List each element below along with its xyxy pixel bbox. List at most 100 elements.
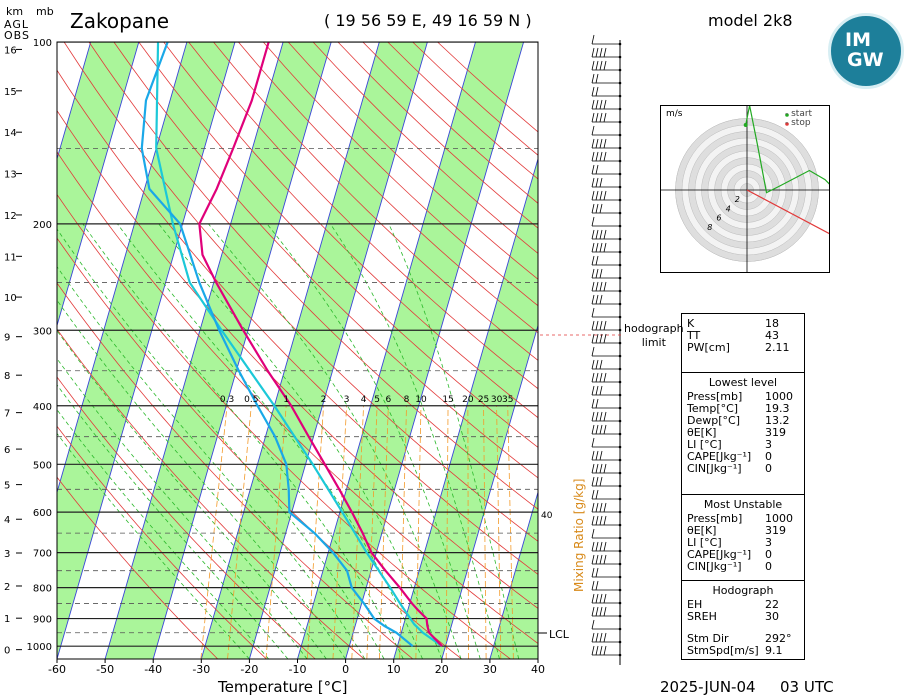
barb-feather: [591, 164, 595, 175]
dry-adiabat: [188, 42, 538, 390]
barb-feather: [595, 359, 599, 370]
barb-feather: [599, 385, 603, 396]
index-key: CIN[Jkg⁻¹]: [687, 560, 742, 573]
barb-feather: [591, 632, 595, 643]
barb-feather: [599, 593, 603, 604]
barb-feather: [595, 242, 599, 253]
pressure-tick-label: 200: [33, 220, 52, 231]
pressure-tick-label: 600: [33, 508, 52, 519]
barb-feather: [599, 190, 603, 201]
barb-feather: [599, 632, 603, 643]
barb-feather: [603, 229, 607, 240]
pressure-tick-label: 800: [33, 584, 52, 595]
x-tick-label: -60: [48, 663, 66, 676]
barb-node: [618, 341, 622, 345]
mixing-ratio-label: 3: [344, 395, 350, 405]
mixing-ratio-line: [227, 405, 252, 659]
barb-feather: [591, 138, 595, 149]
barb-feather: [591, 619, 595, 630]
mixing-ratio-line: [265, 405, 287, 659]
index-row: SREH 30: [682, 611, 804, 623]
barb-feather: [591, 528, 595, 539]
moist-adiabat: [57, 432, 250, 659]
index-row: θE[K] 319: [682, 427, 804, 439]
pressure-tick-label: 400: [33, 402, 52, 413]
barb-feather: [591, 372, 595, 383]
barb-feather: [591, 242, 595, 253]
x-axis-label: Temperature [°C]: [218, 678, 348, 696]
index-row: PW[cm] 2.11: [682, 342, 804, 354]
height-tick-label: 7: [4, 409, 10, 420]
barb-node: [618, 276, 622, 280]
barb-feather: [591, 359, 595, 370]
barb-feather: [599, 281, 603, 292]
barb-feather: [603, 515, 607, 526]
lowest-level-rows: Press[mb] 1000 Temp[°C] 19.3 Dewp[°C] 13.2 θE[…: [682, 391, 804, 475]
hodograph-section-title: Hodograph: [712, 584, 774, 597]
height-tick-label: 1: [4, 614, 10, 625]
barb-feather: [591, 34, 595, 45]
barb-feather: [591, 99, 595, 110]
hodograph-section: Hodograph EH 22 SREH 30 Stm Dir 292° StmSpd[m…: [682, 581, 804, 660]
index-value: 9.1: [765, 644, 783, 657]
barb-feather: [595, 229, 599, 240]
barb-feather: [603, 242, 607, 253]
x-tick-label: -10: [289, 663, 307, 676]
x-tick-label: 40: [531, 663, 545, 676]
index-value: 13.2: [765, 414, 790, 427]
moist-adiabat: [57, 228, 385, 659]
barb-feather: [595, 47, 599, 58]
x-tick-label: 30: [483, 663, 497, 676]
barb-feather: [595, 476, 599, 487]
legend-stop-dot: [785, 122, 789, 126]
barb-node: [618, 523, 622, 527]
indices-top: K 18 TT 43 PW[cm] 2.11: [682, 314, 804, 373]
barb-feather: [591, 606, 595, 617]
barb-feather: [603, 99, 607, 110]
date-label: 2025-JUN-04: [660, 678, 756, 696]
barb-node: [618, 120, 622, 124]
barb-node: [618, 601, 622, 605]
barb-feather: [595, 398, 599, 409]
barb-node: [618, 549, 622, 553]
barb-node: [618, 653, 622, 657]
mixing-ratio-line: [467, 405, 469, 659]
index-value: 0: [765, 450, 772, 463]
moist-adiabat: [266, 223, 481, 659]
barb-feather: [591, 281, 595, 292]
barb-feather: [599, 177, 603, 188]
barb-feather: [599, 333, 603, 344]
green-band: [201, 42, 428, 659]
barb-node: [618, 263, 622, 267]
barb-feather: [595, 385, 599, 396]
barb-feather: [595, 515, 599, 526]
mixing-ratio-line: [496, 405, 502, 659]
x-tick-label: -50: [96, 663, 114, 676]
barb-feather: [591, 515, 595, 526]
dry-adiabat: [113, 42, 538, 479]
barb-feather: [591, 385, 595, 396]
barb-feather: [595, 138, 599, 149]
index-value: 22: [765, 598, 779, 611]
dry-adiabat: [238, 42, 538, 334]
barb-feather: [591, 437, 595, 448]
moist-adiabats: [57, 223, 520, 659]
barb-feather: [603, 333, 607, 344]
mixing-ratio-labels: 0.3 0.5 1 2 3 4 5 6 8 10 15 20 25 30 35: [220, 395, 514, 405]
isotherm: [57, 42, 236, 659]
index-key: K: [687, 317, 695, 330]
barb-feather: [595, 281, 599, 292]
mixing-ratio-line: [306, 405, 324, 659]
mixing-ratio-label: 0.5: [244, 395, 258, 405]
barb-feather: [599, 502, 603, 513]
mixing-ratio-label: 10: [415, 395, 427, 405]
barb-node: [618, 445, 622, 449]
x-tick-label: 0: [342, 663, 349, 676]
barb-feather: [591, 216, 595, 227]
isobars: [57, 42, 538, 647]
dry-adiabat: [57, 69, 538, 575]
mixing-ratio-label: 15: [442, 395, 453, 405]
